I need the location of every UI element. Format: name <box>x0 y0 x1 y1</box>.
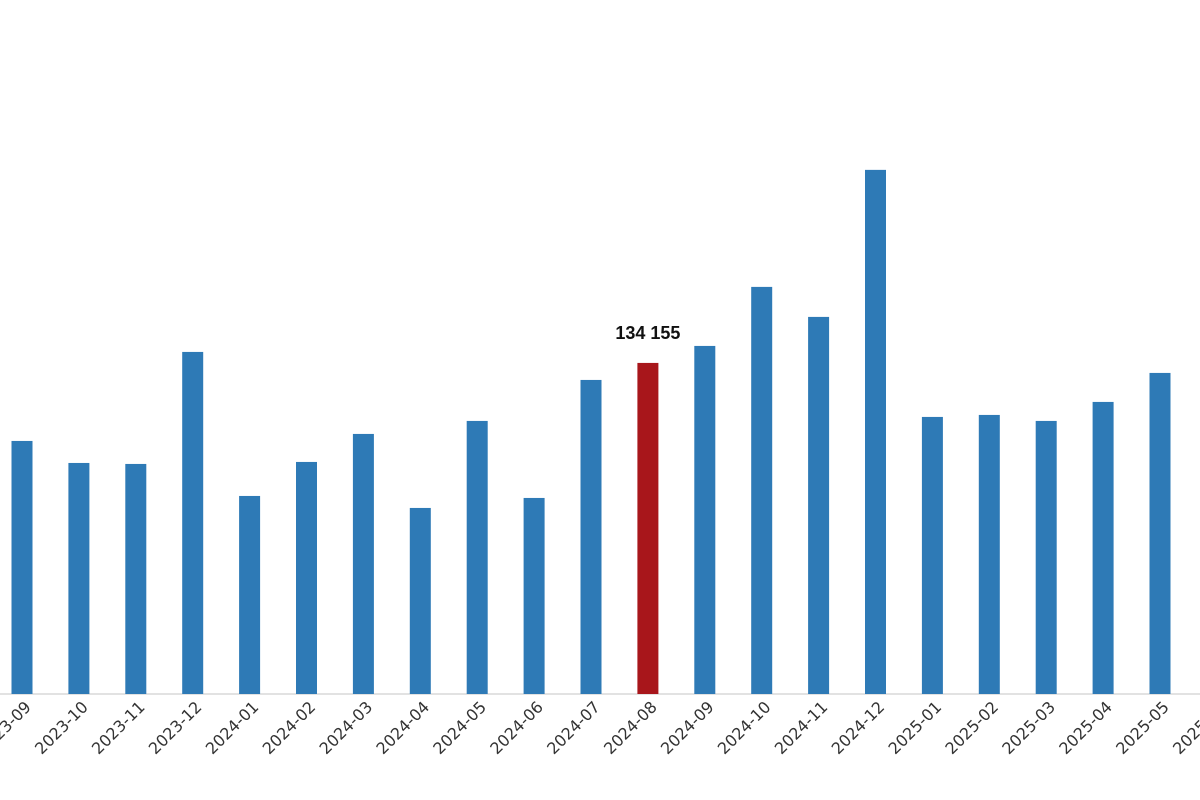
bar <box>1035 420 1057 694</box>
bar <box>1092 401 1114 694</box>
x-tick-label: 2025-03 <box>998 697 1059 758</box>
x-tick-label: 2024-09 <box>657 697 718 758</box>
x-tick-label: 2024-02 <box>259 697 320 758</box>
bar <box>11 440 33 694</box>
bar <box>68 462 90 694</box>
value-label: 134 155 <box>615 323 680 343</box>
bar <box>978 414 1000 694</box>
x-tick-label: 2025-06 <box>1169 697 1200 758</box>
bar <box>523 497 545 694</box>
x-tick-label: 2024-06 <box>486 697 547 758</box>
bar <box>637 362 659 694</box>
bar <box>580 379 602 694</box>
x-tick-label: 2024-10 <box>714 697 775 758</box>
bar <box>125 463 147 694</box>
x-tick-label: 2024-11 <box>771 697 832 758</box>
bar <box>182 351 204 694</box>
bar <box>921 416 943 694</box>
bar <box>409 507 431 694</box>
bar <box>865 169 886 695</box>
x-tick-label: 2023-12 <box>145 697 206 758</box>
x-tick-label: 2024-08 <box>600 697 661 758</box>
x-tick-label: 2023-09 <box>0 697 35 758</box>
x-tick-label: 2023-10 <box>31 697 92 758</box>
x-tick-label: 2024-01 <box>202 697 263 758</box>
x-tick-label: 2023-11 <box>88 697 149 758</box>
x-tick-label: 2025-01 <box>885 697 946 758</box>
bar <box>296 461 317 694</box>
x-tick-label: 2024-04 <box>372 697 433 758</box>
x-tick-label: 2024-07 <box>543 697 604 758</box>
bar <box>751 286 773 694</box>
bar <box>808 316 830 694</box>
bar <box>1149 372 1171 694</box>
x-tick-label: 2025-05 <box>1112 697 1173 758</box>
x-tick-label: 2025-04 <box>1055 697 1116 758</box>
bar <box>466 420 488 694</box>
x-tick-label: 2024-03 <box>316 697 377 758</box>
x-tick-label: 2025-02 <box>941 697 1002 758</box>
bar <box>352 433 374 694</box>
x-tick-label: 2024-05 <box>429 697 490 758</box>
bar <box>694 345 716 694</box>
bar <box>239 495 261 694</box>
x-tick-label: 2024-12 <box>828 697 889 758</box>
